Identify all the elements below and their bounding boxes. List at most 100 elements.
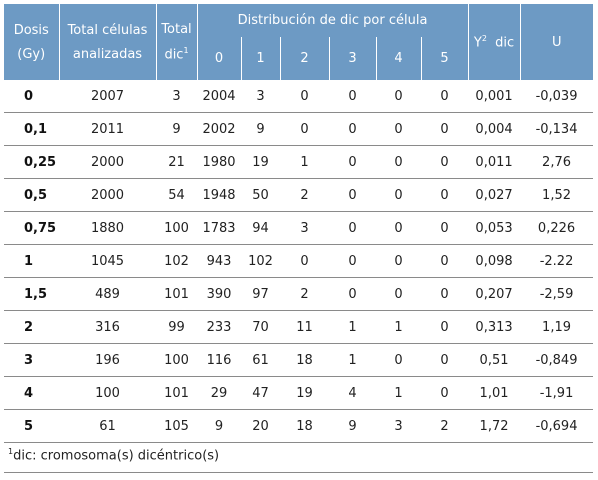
cell-dist-2: 0 <box>280 244 329 278</box>
cell-y2: 0,001 <box>468 80 521 113</box>
header-dose: Dosis (Gy) <box>4 4 60 80</box>
cell-dist-1: 70 <box>241 310 280 344</box>
cell-total-dic: 102 <box>156 244 197 278</box>
cell-total-cells: 2000 <box>59 145 156 179</box>
cell-dist-4: 0 <box>376 178 421 212</box>
header-total-cells: Total células analizadas <box>59 4 157 80</box>
cell-dist-0: 2002 <box>197 112 241 146</box>
cell-dist-1: 20 <box>241 409 280 443</box>
header-distribution: Distribución de dic por célula <box>197 4 469 37</box>
cell-dist-3: 4 <box>329 376 376 410</box>
cell-total-cells: 2011 <box>59 112 156 146</box>
header-dist-col-2: 2 <box>280 37 330 80</box>
cell-dist-4: 1 <box>376 376 421 410</box>
cell-dist-1: 97 <box>241 277 280 311</box>
cell-y2: 0,011 <box>468 145 521 179</box>
cell-total-cells: 61 <box>59 409 156 443</box>
cell-y2: 0,313 <box>468 310 521 344</box>
cell-total-dic: 9 <box>156 112 197 146</box>
cell-dist-0: 116 <box>197 343 241 377</box>
header-y2: Y2 dic <box>468 4 521 80</box>
cell-total-dic: 100 <box>156 211 197 245</box>
cell-u: -2.22 <box>520 244 594 278</box>
cell-dist-5: 0 <box>421 376 469 410</box>
table-row: 0,1 2011 9 2002 9 0 0 0 0 0,004 -0,134 <box>4 112 594 146</box>
header-total-dic-sup: 1 <box>183 45 189 55</box>
cell-u: -0,039 <box>520 80 594 113</box>
table-row: 0,25 2000 21 1980 19 1 0 0 0 0,011 2,76 <box>4 145 594 179</box>
cell-total-cells: 2007 <box>59 80 156 113</box>
cell-dist-0: 29 <box>197 376 241 410</box>
cell-dist-3: 0 <box>329 178 376 212</box>
cell-u: 1,52 <box>520 178 594 212</box>
cell-dist-3: 1 <box>329 343 376 377</box>
cell-dose: 0,1 <box>4 112 59 146</box>
cell-dist-5: 0 <box>421 310 469 344</box>
table-row: 0,5 2000 54 1948 50 2 0 0 0 0,027 1,52 <box>4 178 594 212</box>
table-row: 2 316 99 233 70 11 1 1 0 0,313 1,19 <box>4 310 594 344</box>
cell-dist-3: 0 <box>329 277 376 311</box>
cell-total-dic: 101 <box>156 376 197 410</box>
cell-dist-3: 1 <box>329 310 376 344</box>
cell-dist-0: 9 <box>197 409 241 443</box>
cell-y2: 0,027 <box>468 178 521 212</box>
cell-dose: 3 <box>4 343 59 377</box>
cell-dist-1: 3 <box>241 80 280 113</box>
cell-u: 0,226 <box>520 211 594 245</box>
cell-u: -0,849 <box>520 343 594 377</box>
header-total-dic: Total dic1 <box>156 4 198 80</box>
cell-u: 2,76 <box>520 145 594 179</box>
cell-dist-0: 390 <box>197 277 241 311</box>
cell-dose: 1 <box>4 244 59 278</box>
cell-dist-4: 0 <box>376 112 421 146</box>
cell-dist-3: 0 <box>329 80 376 113</box>
header-total-cells-line1: Total células <box>67 22 148 38</box>
cell-total-dic: 3 <box>156 80 197 113</box>
cell-dist-5: 0 <box>421 211 469 245</box>
header-dist-col-1: 1 <box>241 37 281 80</box>
cell-dist-4: 0 <box>376 277 421 311</box>
cell-dist-3: 0 <box>329 211 376 245</box>
cell-dist-2: 1 <box>280 145 329 179</box>
cell-dist-4: 0 <box>376 244 421 278</box>
cell-total-dic: 105 <box>156 409 197 443</box>
cell-dist-5: 0 <box>421 277 469 311</box>
cell-dose: 1,5 <box>4 277 59 311</box>
cell-u: 1,19 <box>520 310 594 344</box>
header-u: U <box>520 4 594 80</box>
table-body: 0 2007 3 2004 3 0 0 0 0 0,001 -0,039 0,1 2011 9 2002 9 0… <box>4 80 594 443</box>
cell-dist-0: 1783 <box>197 211 241 245</box>
cell-dist-4: 0 <box>376 211 421 245</box>
footnote-sup: 1 <box>8 447 14 456</box>
cell-dist-0: 943 <box>197 244 241 278</box>
header-dist-col-4: 4 <box>376 37 422 80</box>
cell-total-cells: 316 <box>59 310 156 344</box>
cell-dist-1: 19 <box>241 145 280 179</box>
table-row: 3 196 100 116 61 18 1 0 0 0,51 -0,849 <box>4 343 594 377</box>
cell-u: -0,134 <box>520 112 594 146</box>
header-total-dic-line2: dic <box>164 47 184 63</box>
cell-dist-3: 0 <box>329 244 376 278</box>
cell-dose: 4 <box>4 376 59 410</box>
header-y2-label: Y <box>473 35 482 51</box>
cell-dist-1: 102 <box>241 244 280 278</box>
cell-dist-5: 0 <box>421 178 469 212</box>
cell-dist-5: 0 <box>421 80 469 113</box>
cell-dist-0: 1948 <box>197 178 241 212</box>
cell-total-cells: 2000 <box>59 178 156 212</box>
cell-u: -2,59 <box>520 277 594 311</box>
cell-y2: 0,51 <box>468 343 521 377</box>
cell-total-cells: 1045 <box>59 244 156 278</box>
cell-dist-1: 50 <box>241 178 280 212</box>
cell-total-cells: 100 <box>59 376 156 410</box>
table-row: 0,75 1880 100 1783 94 3 0 0 0 0,053 0,226 <box>4 211 594 245</box>
footnote-text: dic: cromosoma(s) dicéntrico(s) <box>13 448 220 464</box>
cell-dose: 0,5 <box>4 178 59 212</box>
cell-total-dic: 100 <box>156 343 197 377</box>
footnote: 1dic: cromosoma(s) dicéntrico(s) <box>4 439 593 473</box>
cell-u: -0,694 <box>520 409 594 443</box>
table-row: 0 2007 3 2004 3 0 0 0 0 0,001 -0,039 <box>4 80 594 113</box>
cell-dose: 2 <box>4 310 59 344</box>
cell-dist-4: 1 <box>376 310 421 344</box>
